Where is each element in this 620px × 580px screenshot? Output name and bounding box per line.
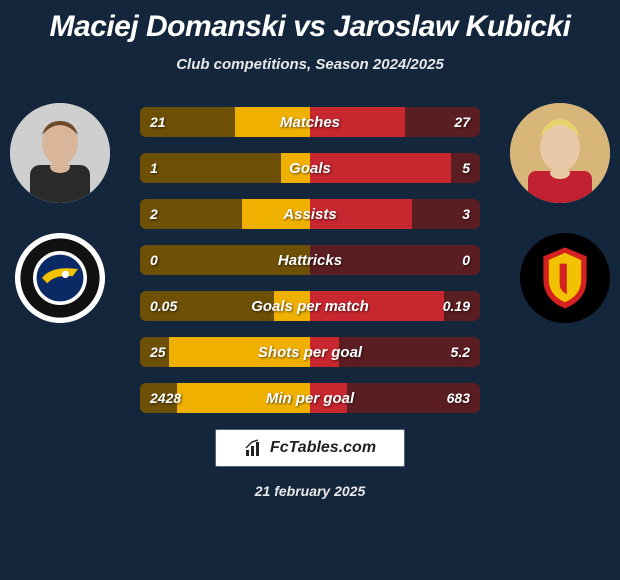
stat-left-value: 25: [140, 337, 176, 367]
stat-left-value: 2428: [140, 383, 191, 413]
stat-right-value: 683: [437, 383, 480, 413]
stat-right-value: 0: [452, 245, 480, 275]
stat-row: 255.2Shots per goal: [140, 337, 480, 367]
stat-right-value: 5.2: [441, 337, 480, 367]
stat-right-value: 3: [452, 199, 480, 229]
comparison-bars: 2127Matches15Goals23Assists00Hattricks0.…: [140, 103, 480, 413]
stat-right-value: 0.19: [433, 291, 480, 321]
comparison-panel: 2127Matches15Goals23Assists00Hattricks0.…: [0, 103, 620, 413]
brand-text: FcTables.com: [270, 439, 376, 457]
stat-left-value: 2: [140, 199, 168, 229]
stat-left-value: 21: [140, 107, 176, 137]
stat-left-value: 0: [140, 245, 168, 275]
stat-row: 15Goals: [140, 153, 480, 183]
stat-row: 2127Matches: [140, 107, 480, 137]
stat-row: 00Hattricks: [140, 245, 480, 275]
player-right-avatar: [510, 103, 610, 203]
player-left-avatar: [10, 103, 110, 203]
stat-left-value: 1: [140, 153, 168, 183]
player-right-club-badge: [520, 233, 610, 323]
page-subtitle: Club competitions, Season 2024/2025: [0, 56, 620, 73]
stat-row: 0.050.19Goals per match: [140, 291, 480, 321]
player-left-club-badge: [15, 233, 105, 323]
page-title: Maciej Domanski vs Jaroslaw Kubicki: [0, 0, 620, 44]
stat-row: 2428683Min per goal: [140, 383, 480, 413]
brand-logo[interactable]: FcTables.com: [215, 429, 405, 467]
stat-row: 23Assists: [140, 199, 480, 229]
stat-left-value: 0.05: [140, 291, 187, 321]
chart-icon: [244, 438, 264, 458]
stat-right-value: 27: [444, 107, 480, 137]
footer-date: 21 february 2025: [0, 483, 620, 499]
stat-right-value: 5: [452, 153, 480, 183]
